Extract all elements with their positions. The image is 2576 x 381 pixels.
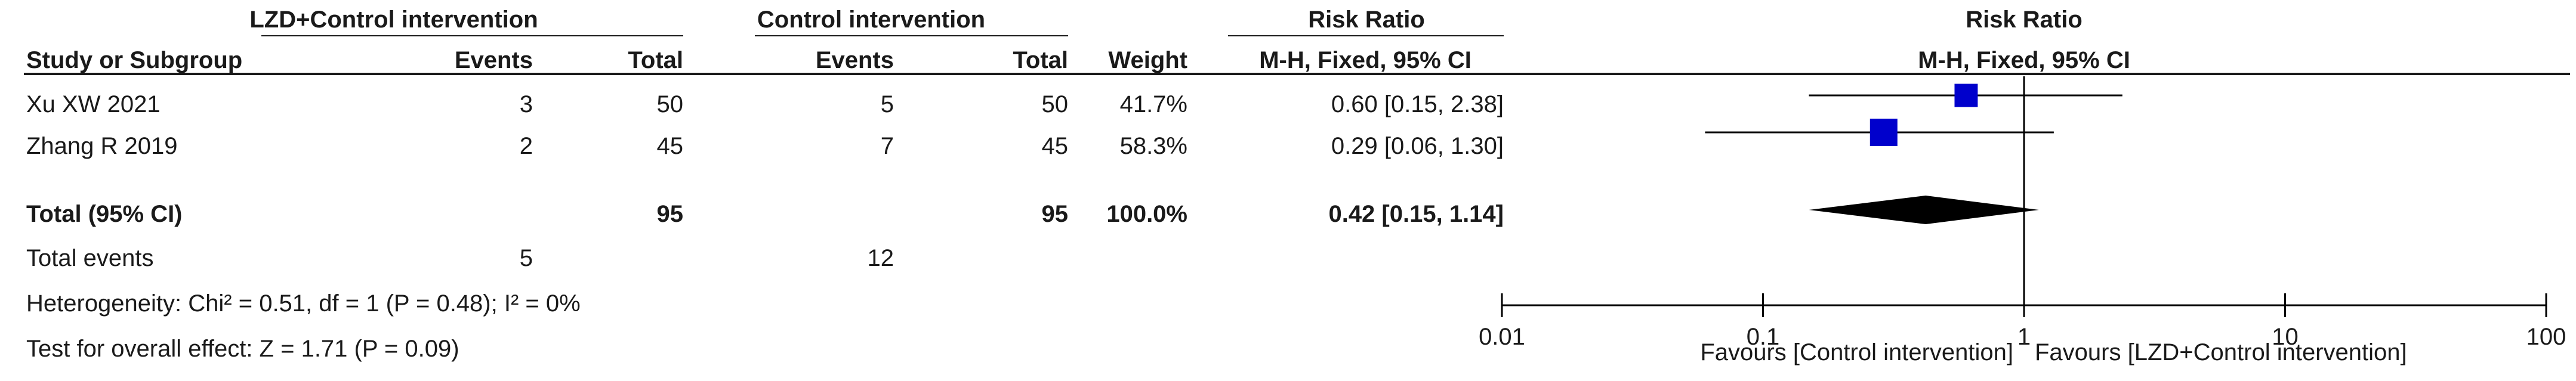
study-row: Xu XW 2021 3 50 5 50 41.7% 0.60 [0.15, 2… xyxy=(26,91,1504,117)
total-events-exp: 5 xyxy=(520,245,533,271)
study-ctl-total: 50 xyxy=(1042,91,1069,117)
total-ctl-total: 95 xyxy=(1042,201,1069,227)
header-risk-ratio-plot: Risk Ratio xyxy=(1966,7,2083,33)
pooled-diamond xyxy=(1809,196,2039,224)
total-events-label: Total events xyxy=(26,245,153,271)
col-header-exp-total: Total xyxy=(628,47,683,73)
study-exp-events: 3 xyxy=(520,91,533,117)
x-tick-label: 100 xyxy=(2526,324,2566,350)
header-experimental-group: LZD+Control intervention xyxy=(249,7,538,33)
total-ci: 0.42 [0.15, 1.14] xyxy=(1328,201,1504,227)
study-ctl-events: 7 xyxy=(881,133,894,159)
study-ci: 0.29 [0.06, 1.30] xyxy=(1331,133,1504,159)
col-header-plot-method: M-H, Fixed, 95% CI xyxy=(1918,47,2130,73)
study-ci: 0.60 [0.15, 2.38] xyxy=(1331,91,1504,117)
study-exp-events: 2 xyxy=(520,133,533,159)
study-ctl-total: 45 xyxy=(1042,133,1069,159)
col-header-ctl-total: Total xyxy=(1013,47,1068,73)
total-exp-total: 95 xyxy=(657,201,684,227)
col-header-method: M-H, Fixed, 95% CI xyxy=(1259,47,1471,73)
x-tick-label: 10 xyxy=(2272,324,2299,350)
study-name: Zhang R 2019 xyxy=(26,133,178,159)
study-row: Zhang R 2019 2 45 7 45 58.3% 0.29 [0.06,… xyxy=(26,133,1504,159)
total-row: Total (95% CI) 95 95 100.0% 0.42 [0.15, … xyxy=(26,201,1504,227)
overall-effect-text: Test for overall effect: Z = 1.71 (P = 0… xyxy=(26,336,459,362)
header-risk-ratio-table: Risk Ratio xyxy=(1308,7,1425,33)
x-tick-label: 0.1 xyxy=(1747,324,1780,350)
col-header-weight: Weight xyxy=(1108,47,1187,73)
col-header-study: Study or Subgroup xyxy=(26,47,242,73)
header-control-group: Control intervention xyxy=(757,7,985,33)
x-tick-label: 1 xyxy=(2017,324,2031,350)
favours-left-label: Favours [Control intervention] xyxy=(1700,339,2013,365)
plot-area: 0.01 0.1 1 10 100 Favours [Control interventi… xyxy=(1479,76,2566,365)
total-label: Total (95% CI) xyxy=(26,201,183,227)
total-weight: 100.0% xyxy=(1106,201,1187,227)
study-name: Xu XW 2021 xyxy=(26,91,161,117)
study-point-square xyxy=(1954,83,1978,107)
study-ctl-events: 5 xyxy=(881,91,894,117)
col-header-exp-events: Events xyxy=(455,47,533,73)
study-point-square xyxy=(1869,119,1898,146)
study-weight: 41.7% xyxy=(1120,91,1187,117)
study-exp-total: 45 xyxy=(657,133,684,159)
study-weight: 58.3% xyxy=(1120,133,1187,159)
study-exp-total: 50 xyxy=(657,91,684,117)
total-events-row: Total events 5 12 xyxy=(26,245,894,271)
col-header-ctl-events: Events xyxy=(816,47,894,73)
heterogeneity-text: Heterogeneity: Chi² = 0.51, df = 1 (P = … xyxy=(26,290,581,317)
total-events-ctl: 12 xyxy=(868,245,894,271)
x-tick-label: 0.01 xyxy=(1479,324,1525,350)
favours-right-label: Favours [LZD+Control intervention] xyxy=(2035,339,2407,365)
